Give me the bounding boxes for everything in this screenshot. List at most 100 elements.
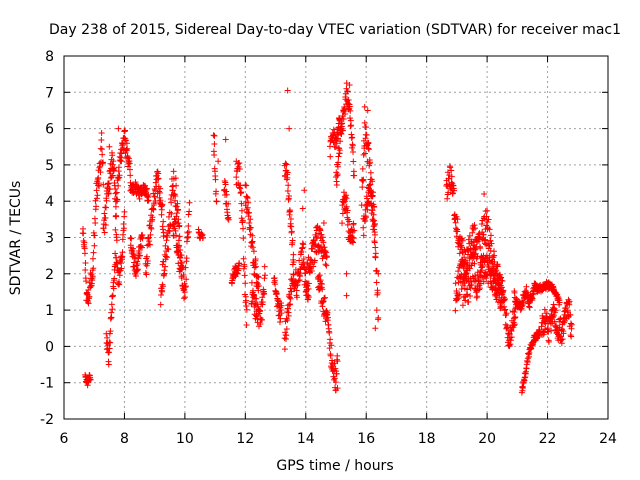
data-point <box>454 228 461 235</box>
data-point <box>296 257 303 264</box>
data-point <box>277 306 284 313</box>
data-point <box>99 151 106 158</box>
data-point <box>85 298 92 305</box>
data-point <box>116 281 123 288</box>
data-point <box>123 140 130 147</box>
data-point <box>278 299 285 306</box>
data-point <box>92 220 99 227</box>
data-point <box>90 265 97 272</box>
data-point <box>253 295 260 302</box>
data-point <box>327 336 334 343</box>
data-point <box>350 158 357 165</box>
data-point <box>493 284 500 291</box>
data-point <box>342 110 349 117</box>
data-point <box>327 352 334 359</box>
data-point <box>344 88 351 95</box>
data-point <box>176 222 183 229</box>
data-point <box>157 301 164 308</box>
data-point <box>339 210 346 217</box>
data-point <box>150 206 157 213</box>
data-point <box>240 225 247 232</box>
data-point <box>362 217 369 224</box>
data-point <box>110 285 117 292</box>
data-point <box>362 214 369 221</box>
data-point <box>223 191 230 198</box>
data-point <box>287 208 294 215</box>
data-point <box>261 290 268 297</box>
data-point <box>299 240 306 247</box>
data-point <box>454 296 461 303</box>
data-point <box>340 189 347 196</box>
data-point <box>106 186 113 193</box>
data-point <box>185 222 192 229</box>
data-point <box>109 172 116 179</box>
chart-title: Day 238 of 2015, Sidereal Day-to-day VTE… <box>49 22 621 38</box>
y-tick-label: 2 <box>45 267 54 283</box>
data-point <box>473 294 480 301</box>
x-tick-label: 18 <box>418 431 436 447</box>
data-point <box>343 203 350 210</box>
data-point <box>82 266 89 273</box>
data-point <box>164 234 171 241</box>
data-point <box>547 320 554 327</box>
data-point <box>114 259 121 266</box>
data-point <box>294 281 301 288</box>
data-point <box>287 295 294 302</box>
data-point <box>246 219 253 226</box>
data-point <box>98 130 105 137</box>
data-point <box>310 237 317 244</box>
data-point <box>371 239 378 246</box>
x-tick-label: 6 <box>60 431 69 447</box>
data-point <box>310 263 317 270</box>
data-point <box>559 336 566 343</box>
data-point <box>241 263 248 270</box>
data-point <box>345 96 352 103</box>
data-point <box>452 307 459 314</box>
data-point <box>95 174 102 181</box>
data-point <box>370 217 377 224</box>
data-point <box>449 190 456 197</box>
data-point <box>334 358 341 365</box>
data-point <box>350 220 357 227</box>
data-point <box>111 275 118 282</box>
data-point <box>213 198 220 205</box>
data-point <box>118 260 125 267</box>
data-point <box>154 175 161 182</box>
data-point <box>87 376 94 383</box>
data-point <box>180 271 187 278</box>
data-point <box>178 275 185 282</box>
data-point <box>86 376 93 383</box>
data-point <box>131 254 138 261</box>
x-axis-tick-labels: 6 8 10 12 14 16 18 20 22 24 <box>60 431 617 447</box>
data-point <box>332 143 339 150</box>
data-point <box>151 193 158 200</box>
data-point <box>109 292 116 299</box>
data-point <box>249 244 256 251</box>
data-point <box>117 150 124 157</box>
data-point <box>107 328 114 335</box>
data-point <box>96 182 103 189</box>
data-point <box>491 252 498 259</box>
data-point <box>473 287 480 294</box>
data-point <box>173 203 180 210</box>
data-point <box>334 352 341 359</box>
data-point <box>225 200 232 207</box>
data-point <box>249 232 256 239</box>
data-point <box>233 158 240 165</box>
data-point <box>444 169 451 176</box>
data-point <box>134 260 141 267</box>
data-point <box>456 250 463 257</box>
data-point <box>349 142 356 149</box>
data-point <box>127 234 134 241</box>
data-point <box>162 242 169 249</box>
data-point <box>350 149 357 156</box>
data-point <box>349 234 356 241</box>
data-point <box>251 292 258 299</box>
data-point <box>243 322 250 329</box>
data-point <box>560 330 567 337</box>
data-point <box>340 199 347 206</box>
data-point <box>502 321 509 328</box>
data-point <box>287 215 294 222</box>
data-point <box>245 209 252 216</box>
data-point <box>178 259 185 266</box>
